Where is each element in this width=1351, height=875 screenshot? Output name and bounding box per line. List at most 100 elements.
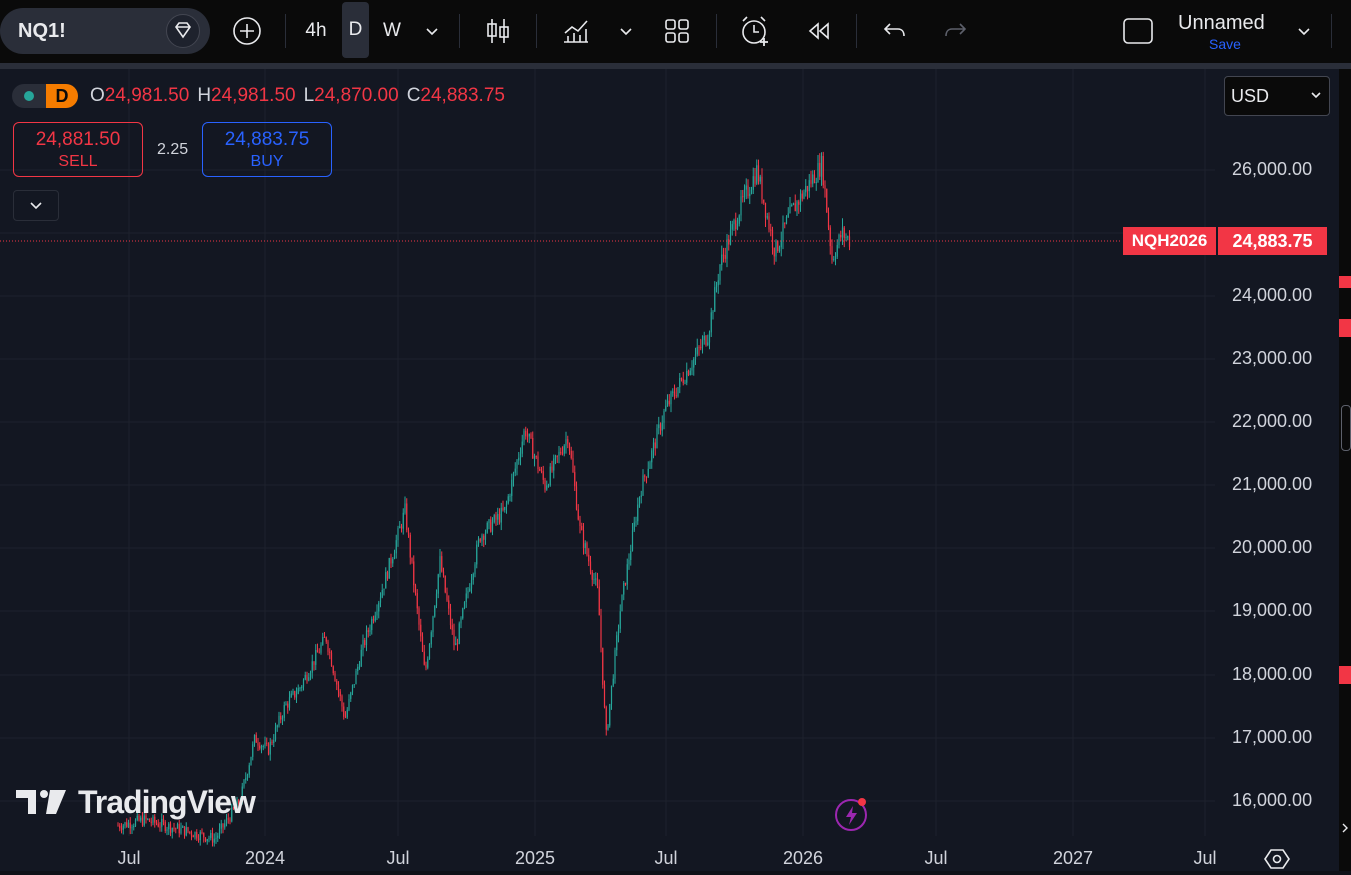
candle-body — [381, 589, 383, 598]
alert-add-icon[interactable] — [734, 10, 776, 52]
candle-body — [766, 216, 768, 218]
interval-d-button[interactable]: D — [342, 2, 369, 58]
candle-body — [507, 496, 509, 504]
candle-body — [402, 512, 404, 529]
symbol-search-button[interactable]: NQ1! — [0, 8, 210, 54]
time-axis-tick: 2024 — [244, 848, 286, 868]
undo-icon[interactable] — [876, 10, 912, 52]
candle-body — [241, 786, 243, 803]
candle-body — [472, 574, 474, 581]
high-label: H — [197, 85, 212, 106]
candle-body — [148, 818, 151, 822]
layout-grid-icon[interactable] — [656, 10, 698, 52]
candle-body — [140, 817, 142, 821]
candle-body — [719, 264, 721, 281]
candle-body — [502, 507, 504, 511]
diamond-icon[interactable] — [166, 14, 200, 48]
candle-body — [344, 716, 347, 718]
candle-body — [418, 608, 420, 625]
price-chart[interactable] — [0, 69, 1339, 871]
candle-body — [306, 675, 308, 681]
candle-body — [341, 696, 343, 707]
candle-body — [432, 616, 434, 633]
candle-body — [325, 637, 327, 642]
candle-body — [798, 201, 800, 205]
alert-marker[interactable] — [1339, 276, 1351, 288]
chart-pane[interactable] — [0, 69, 1339, 871]
interval-badge[interactable]: D — [46, 84, 78, 108]
candle-body — [845, 237, 847, 239]
time-axis-tick: Jul — [1193, 848, 1217, 868]
interval-dropdown-chevron-icon[interactable] — [418, 10, 446, 52]
replay-rewind-icon[interactable] — [800, 10, 836, 52]
candle-body — [778, 247, 781, 252]
candle-body — [815, 182, 817, 184]
chart-grid — [0, 69, 1215, 836]
interval-w-button[interactable]: W — [383, 20, 401, 41]
candle-body — [204, 837, 207, 842]
candle-body — [724, 255, 726, 259]
candle-body — [308, 677, 310, 681]
candle-body — [320, 644, 322, 653]
candle-body — [834, 256, 837, 260]
candle-body — [297, 688, 299, 694]
candle-body — [740, 196, 742, 216]
compare-add-icon[interactable] — [226, 10, 268, 52]
open-value: 24,981.50 — [104, 85, 190, 106]
candle-body — [675, 395, 677, 397]
candle-body — [302, 679, 305, 687]
candles-series — [117, 151, 851, 847]
candle-body — [145, 815, 147, 819]
alert-marker[interactable] — [1339, 666, 1351, 684]
candle-body — [315, 649, 317, 665]
alert-marker[interactable] — [1339, 319, 1351, 337]
buy-button[interactable]: 24,883.75 BUY — [202, 122, 332, 177]
layout-name[interactable]: Unnamed — [1178, 12, 1265, 34]
candle-body — [245, 777, 247, 781]
low-value: 24,870.00 — [314, 85, 399, 106]
candle-body — [190, 832, 193, 836]
indicators-dropdown-chevron-icon[interactable] — [612, 10, 640, 52]
candle-body — [827, 212, 830, 228]
candle-body — [285, 703, 287, 706]
candle-body — [754, 176, 756, 184]
save-button[interactable]: Save — [1209, 36, 1241, 52]
candle-body — [143, 815, 145, 826]
candle-body — [572, 458, 574, 473]
watermark-text: TradingView — [78, 783, 256, 820]
settings-gear-icon[interactable] — [1264, 848, 1290, 870]
candle-body — [603, 684, 606, 708]
candle-body — [722, 254, 725, 256]
candle-body — [246, 774, 249, 778]
candle-body — [848, 236, 851, 247]
candle-body — [420, 624, 422, 637]
candle-body — [178, 824, 180, 834]
candle-body — [232, 807, 235, 809]
candle-body — [840, 234, 842, 238]
candle-body — [558, 451, 560, 456]
price-axis-tick: 18,000.00 — [1232, 664, 1313, 684]
sidebar-expand-chevron-icon[interactable] — [1339, 814, 1351, 842]
candle-body — [469, 588, 471, 591]
candle-body — [336, 681, 338, 685]
collapse-legend-button[interactable] — [13, 190, 59, 221]
candle-body — [458, 623, 460, 644]
sidebar-scroll-handle[interactable] — [1341, 405, 1351, 451]
indicators-icon[interactable] — [556, 10, 596, 52]
layout-dropdown-chevron-icon[interactable] — [1290, 10, 1318, 52]
candle-body — [337, 684, 340, 692]
candle-body — [441, 556, 443, 572]
candle-body — [404, 503, 406, 513]
time-axis-tick: Jul — [117, 848, 141, 868]
news-flash-icon[interactable] — [834, 798, 868, 832]
currency-select[interactable]: USD — [1224, 76, 1330, 116]
layout-square-icon[interactable] — [1120, 10, 1156, 52]
candle-body — [164, 822, 166, 832]
sell-button[interactable]: 24,881.50 SELL — [13, 122, 143, 177]
redo-icon[interactable] — [938, 10, 974, 52]
candles-chart-type-icon[interactable] — [478, 10, 518, 52]
candle-body — [327, 641, 329, 652]
candle-body — [120, 828, 123, 830]
market-status-indicator[interactable] — [12, 84, 46, 108]
interval-4h-button[interactable]: 4h — [305, 20, 327, 41]
